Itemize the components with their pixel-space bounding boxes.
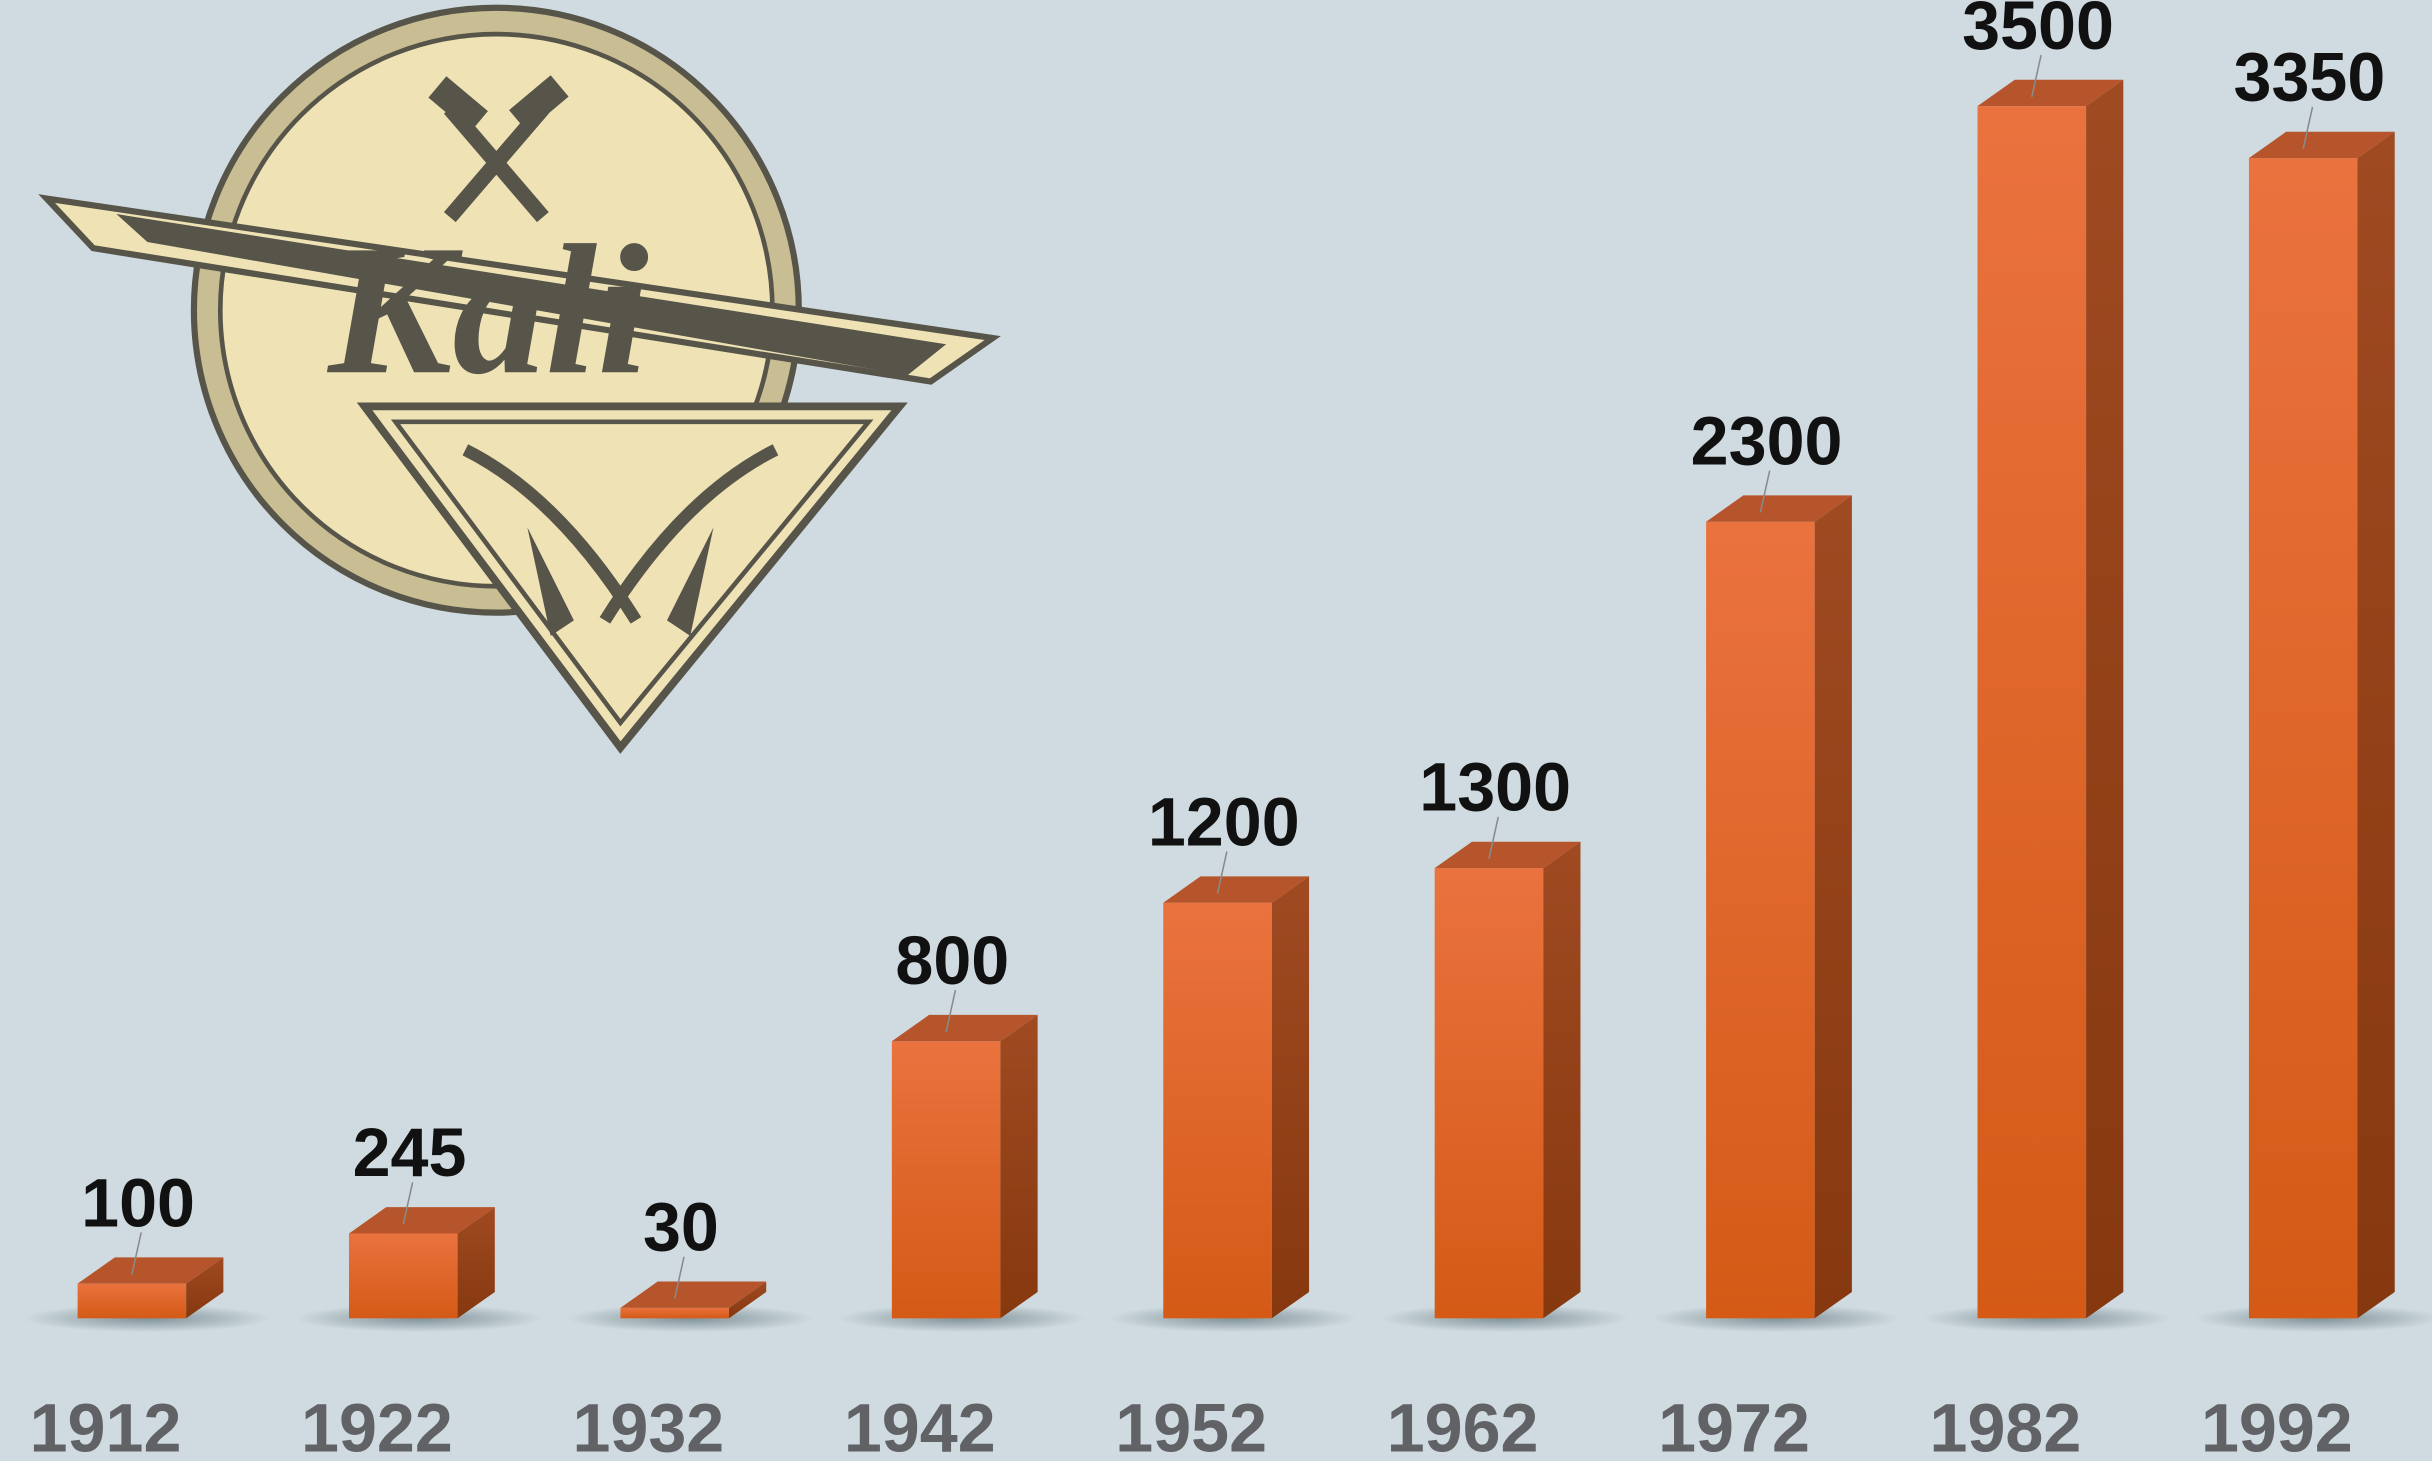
bar-side xyxy=(1271,876,1310,1319)
bar xyxy=(1706,495,1852,1319)
bar-side xyxy=(2357,131,2395,1319)
bar-top xyxy=(620,1281,767,1308)
bar-top xyxy=(349,1207,495,1234)
x-tick-label: 1972 xyxy=(1658,1391,1810,1461)
x-tick-label: 1922 xyxy=(301,1391,453,1461)
leader-line xyxy=(1759,470,1771,513)
bar-side xyxy=(2086,79,2124,1319)
bar-side xyxy=(729,1281,767,1319)
leader-line xyxy=(131,1232,142,1275)
bar-side xyxy=(1543,841,1581,1319)
x-tick-label: 1952 xyxy=(1115,1391,1267,1461)
bar xyxy=(1434,841,1581,1319)
bar-front xyxy=(1977,106,2087,1319)
bar-top xyxy=(2248,131,2395,159)
value-label: 1200 xyxy=(1148,784,1300,860)
value-label: 2300 xyxy=(1691,403,1843,479)
bar-front xyxy=(77,1283,187,1319)
logo: Kali xyxy=(38,4,1001,754)
x-tick-label: 1982 xyxy=(1930,1391,2082,1461)
bar-side xyxy=(186,1257,224,1319)
bar xyxy=(620,1281,767,1319)
leader-line xyxy=(2302,106,2314,149)
leader-line xyxy=(2031,54,2042,98)
bar-side xyxy=(457,1207,495,1319)
bar-top xyxy=(1434,841,1581,869)
x-tick-label: 1932 xyxy=(572,1391,724,1461)
bar-top xyxy=(77,1257,224,1284)
value-label: 800 xyxy=(895,923,1009,999)
bar xyxy=(1163,876,1310,1319)
bar-front xyxy=(620,1307,729,1319)
bar xyxy=(891,1014,1038,1319)
value-label: 100 xyxy=(81,1165,195,1241)
bar-side xyxy=(1814,495,1852,1319)
bar-top xyxy=(1706,495,1852,522)
leader-line xyxy=(673,1256,685,1299)
leader-line xyxy=(402,1182,414,1225)
leader-line xyxy=(1488,816,1500,859)
x-tick-label: 1992 xyxy=(2201,1391,2353,1461)
leader-line xyxy=(945,989,957,1033)
bar-front xyxy=(349,1233,458,1319)
bar xyxy=(349,1207,495,1319)
x-tick-label: 1912 xyxy=(30,1391,182,1461)
leader-line xyxy=(1216,851,1228,894)
bar xyxy=(77,1257,224,1319)
logo-text: Kali xyxy=(326,207,649,413)
value-label: 30 xyxy=(643,1190,719,1266)
bar-front xyxy=(1706,521,1815,1319)
bar xyxy=(1977,79,2124,1319)
value-label: 1300 xyxy=(1419,750,1571,826)
bar-top xyxy=(1163,876,1310,903)
bar-front xyxy=(891,1041,1001,1319)
x-tick-label: 1962 xyxy=(1387,1391,1539,1461)
bar-front xyxy=(2248,158,2358,1319)
value-label: 245 xyxy=(353,1115,467,1191)
value-label: 3350 xyxy=(2234,40,2386,116)
x-tick-label: 1942 xyxy=(844,1391,996,1461)
bar xyxy=(2248,131,2395,1319)
bar-top xyxy=(891,1014,1038,1042)
bar-front xyxy=(1163,902,1272,1319)
bar-front xyxy=(1434,868,1544,1319)
value-label: 3500 xyxy=(1962,0,2114,64)
bar-side xyxy=(1000,1014,1038,1319)
bar-top xyxy=(1977,79,2124,107)
